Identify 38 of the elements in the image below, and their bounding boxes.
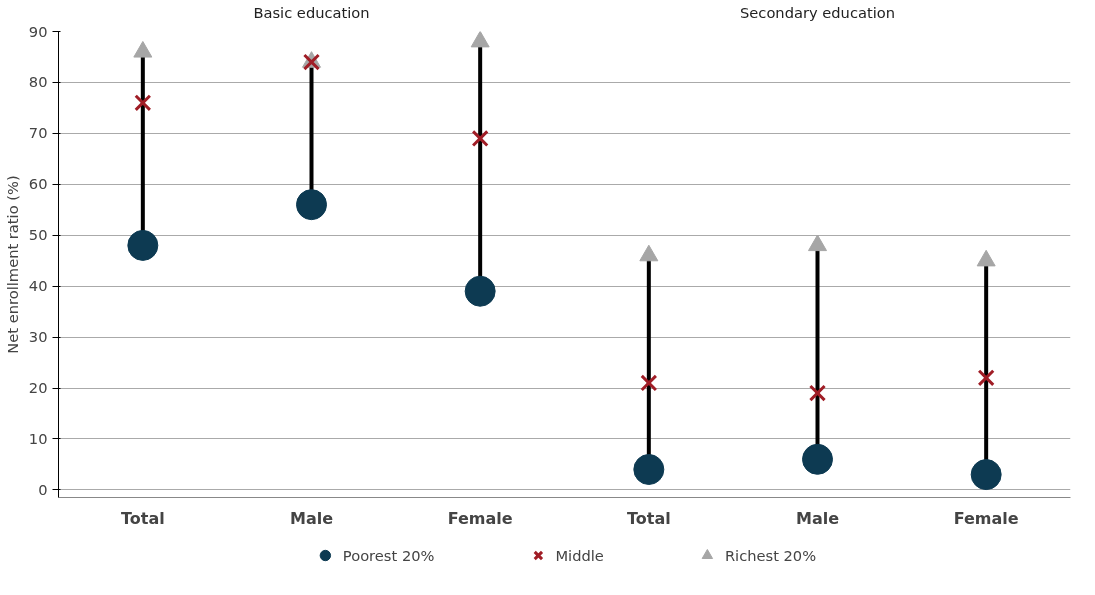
x-tick-label: Female <box>447 508 513 528</box>
y-tick-label: 0 <box>38 480 48 498</box>
y-tick-label: 10 <box>28 429 48 447</box>
x-tick-label: Male <box>289 508 334 528</box>
point <box>134 94 152 112</box>
point <box>471 129 489 148</box>
legend-label: Poorest 20% <box>342 546 435 564</box>
legend-label: Richest 20% <box>724 546 817 564</box>
point <box>808 384 827 402</box>
y-tick-label: 20 <box>28 379 48 396</box>
y-tick-label: 80 <box>28 73 48 91</box>
point <box>640 374 658 392</box>
point <box>127 229 159 261</box>
text: Basic education <box>253 3 370 21</box>
y-tick-label: 60 <box>28 175 48 193</box>
x-tick-label: Total <box>120 508 165 528</box>
y-tick-label: 90 <box>28 22 48 40</box>
y-tick-label: 70 <box>28 124 48 142</box>
y-axis-title: Net enrollment ratio (%) <box>3 175 21 354</box>
x-tick-label: Male <box>795 508 840 528</box>
point <box>976 249 996 267</box>
y-tick-label: 30 <box>28 328 48 346</box>
legend-label: Middle <box>555 546 604 564</box>
y-tick-label: 40 <box>28 277 48 295</box>
point <box>470 31 490 48</box>
point <box>970 459 1002 491</box>
point <box>296 189 327 221</box>
point <box>464 275 496 307</box>
x-tick-label: Total <box>626 508 671 528</box>
point <box>802 443 833 475</box>
x-tick-label: Female <box>953 508 1019 528</box>
point <box>633 454 665 485</box>
point <box>808 234 827 252</box>
text: Secondary education <box>740 3 895 21</box>
point <box>639 244 659 262</box>
y-tick-label: 50 <box>28 226 48 244</box>
point <box>977 369 995 387</box>
point <box>133 40 153 58</box>
